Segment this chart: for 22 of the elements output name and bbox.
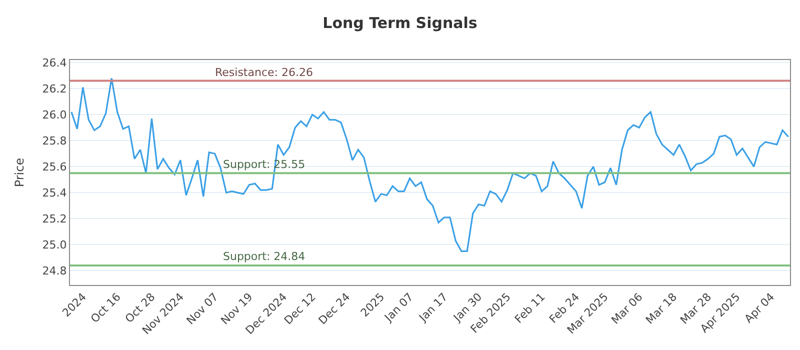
x-tick-label: Apr 04 [742,290,778,326]
y-tick-label: 25.8 [42,134,67,148]
line-series [70,77,790,252]
x-tick-label: Mar 06 [608,290,646,327]
ref-line-label: Support: 24.84 [223,250,306,263]
ref-line-label: Resistance: 26.26 [215,66,313,79]
y-tick-label: 26.2 [42,82,67,96]
chart-title: Long Term Signals [322,14,478,32]
x-tick-label: Jan 17 [416,290,450,325]
y-axis-title: Price [12,158,27,188]
y-tick-label: 25.0 [42,238,67,252]
x-tick-label: Mar 18 [643,290,680,327]
y-tick-label: 26.0 [42,108,67,122]
x-tick-label: Nov 07 [184,290,221,328]
y-tick-label: 25.6 [42,160,67,174]
x-tick-label: Oct 16 [88,290,124,326]
x-tick-label: Dec 24 [316,290,353,328]
y-tick-label: 26.4 [42,56,67,70]
y-tick-label: 24.8 [42,264,67,278]
x-tick-label: Feb 11 [512,290,548,326]
y-tick-label: 25.2 [42,212,67,226]
y-tick-label: 25.4 [42,186,67,200]
